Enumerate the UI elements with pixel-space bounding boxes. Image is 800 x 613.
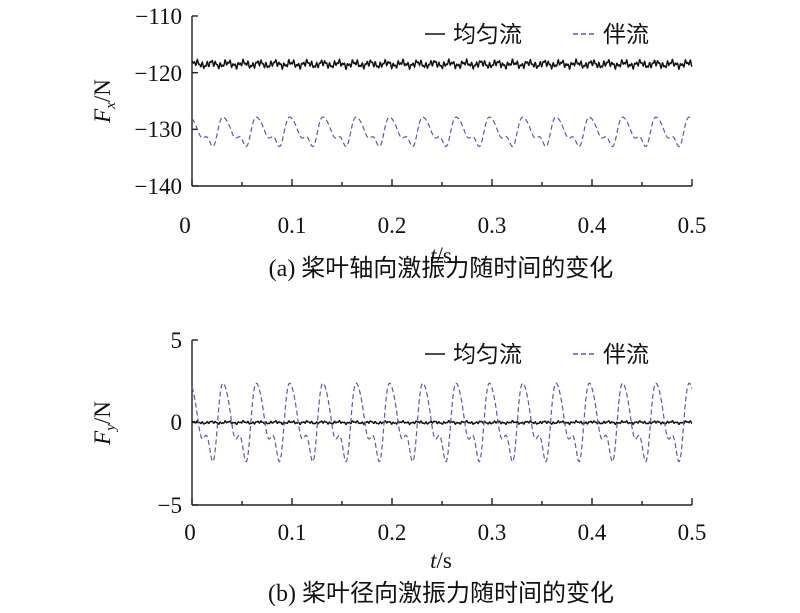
series-line-uniform [191, 57, 693, 71]
x-tick-label: 0.1 [278, 213, 307, 238]
x-tick-label: 0.3 [478, 213, 507, 238]
y-tick-label: −130 [135, 117, 182, 142]
y-tick-label: −120 [135, 61, 182, 86]
legend: 均匀流 伴流 [425, 342, 649, 368]
legend-label: 均匀流 [453, 22, 522, 48]
chart-panel-b: 0 0.1 0.2 0.3 0.4 0.5 5 0 −5 Fy/N t/s (b… [90, 328, 706, 607]
x-tick-label: 0.4 [578, 213, 607, 238]
x-axis-label: t/s [430, 548, 452, 573]
x-axis-label: t/s [430, 243, 452, 268]
y-axis-unit: /N [90, 401, 115, 424]
y-axis-sub: x [103, 102, 119, 110]
y-axis-label: Fy/N [90, 401, 119, 446]
legend-label: 伴流 [603, 22, 649, 48]
x-tick-label: 0.2 [378, 213, 407, 238]
y-axis-sub: y [103, 424, 119, 433]
y-tick-label: 0 [171, 410, 183, 435]
x-axis-unit: /s [437, 243, 452, 268]
series-line-wake [191, 116, 693, 148]
x-tick-label: 0 [179, 213, 191, 238]
legend-label: 伴流 [603, 342, 649, 368]
chart-panel-a: 0 0.1 0.2 0.3 0.4 0.5 −110 −120 −130 −14… [90, 4, 706, 282]
y-tick-label: −5 [158, 493, 182, 518]
y-tick-label: −110 [135, 4, 182, 29]
x-tick-label: 0 [184, 520, 196, 545]
series-line-uniform [191, 419, 693, 426]
y-axis-label: Fx/N [90, 79, 119, 124]
y-axis-unit: /N [90, 79, 115, 102]
x-axis-unit: /s [437, 548, 452, 573]
panel-caption: (b) 桨叶径向激振力随时间的变化 [268, 580, 614, 607]
legend: 均匀流 伴流 [425, 22, 649, 48]
x-tick-label: 0.5 [678, 520, 707, 545]
panel-caption: (a) 桨叶轴向激振力随时间的变化 [269, 255, 614, 282]
x-axis-var: t [430, 548, 437, 573]
y-axis-var: F [90, 430, 115, 446]
x-tick-label: 0.1 [278, 520, 307, 545]
legend-label: 均匀流 [453, 342, 522, 368]
y-tick-label: −140 [135, 174, 182, 199]
x-tick-label: 0.5 [678, 213, 707, 238]
x-tick-label: 0.3 [478, 520, 507, 545]
series-line-wake [191, 382, 693, 463]
x-tick-label: 0.4 [578, 520, 607, 545]
x-tick-label: 0.2 [378, 520, 407, 545]
y-tick-label: 5 [171, 328, 183, 353]
x-axis-var: t [430, 243, 437, 268]
y-axis-var: F [90, 108, 115, 124]
